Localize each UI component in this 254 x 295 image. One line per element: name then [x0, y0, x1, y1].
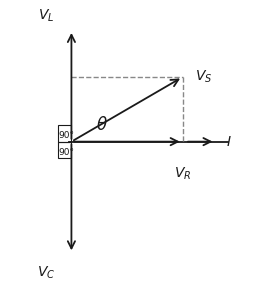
Text: θ: θ	[97, 116, 107, 134]
Bar	[58, 142, 71, 158]
Text: $I$: $I$	[226, 135, 231, 149]
Text: 90°: 90°	[58, 132, 74, 140]
Text: $V_S$: $V_S$	[195, 69, 213, 85]
Text: 90°: 90°	[58, 148, 74, 157]
Text: $V_R$: $V_R$	[174, 165, 191, 181]
Bar	[58, 125, 71, 142]
Text: $V_L$: $V_L$	[38, 8, 54, 24]
Text: $V_C$: $V_C$	[37, 265, 55, 281]
